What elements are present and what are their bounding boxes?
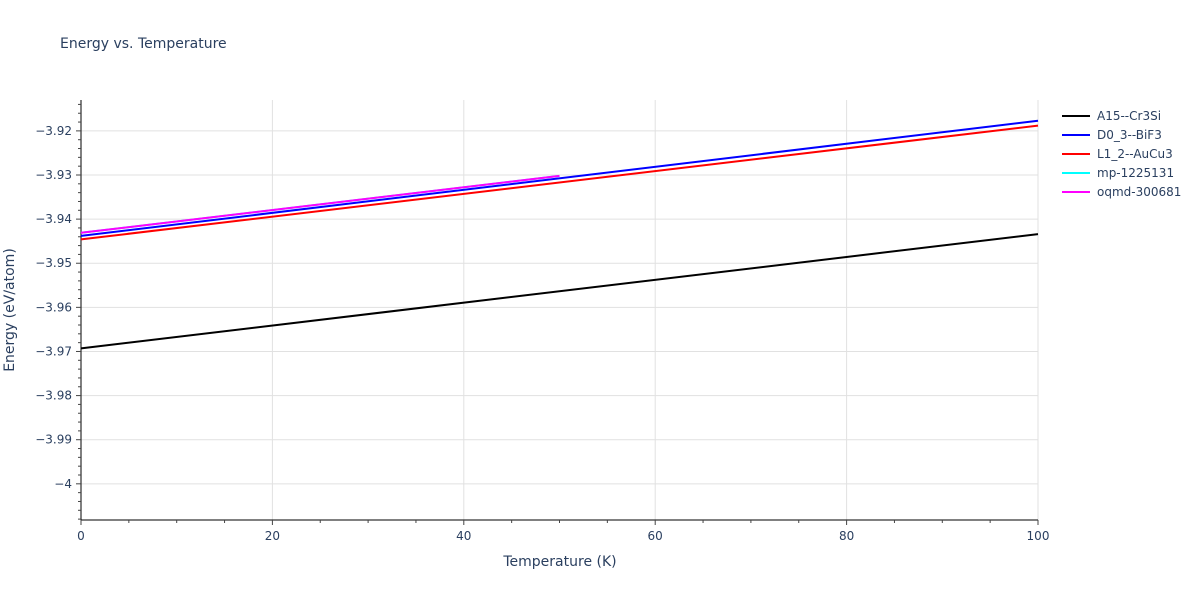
legend-item[interactable]: L1_2--AuCu3: [1062, 144, 1181, 163]
series-line-oqmd-300681[interactable]: [80, 174, 560, 234]
legend-swatch-icon: [1062, 152, 1090, 155]
legend-label: D0_3--BiF3: [1097, 127, 1162, 142]
y-tick-label: −3.97: [35, 344, 72, 358]
y-tick-label: −3.98: [35, 389, 72, 403]
series-line-a15-cr3si[interactable]: [80, 233, 1039, 350]
y-tick-label: −3.94: [35, 212, 72, 226]
x-tick-label: 0: [77, 529, 85, 543]
x-tick-label: 100: [1027, 529, 1050, 543]
y-tick-label: −3.96: [35, 300, 72, 314]
x-tick-label: 60: [648, 529, 663, 543]
legend-item[interactable]: A15--Cr3Si: [1062, 106, 1181, 125]
legend-swatch-icon: [1062, 114, 1090, 117]
legend-item[interactable]: oqmd-300681: [1062, 182, 1181, 201]
y-axis-label: Energy (eV/atom): [2, 248, 18, 372]
legend-label: mp-1225131: [1097, 165, 1175, 180]
legend-label: L1_2--AuCu3: [1097, 146, 1173, 161]
series-line-d0-3-bif3[interactable]: [80, 119, 1039, 237]
series-line-l1-2-aucu3[interactable]: [80, 124, 1039, 241]
x-tick-label: 40: [456, 529, 471, 543]
x-tick-label: 20: [265, 529, 280, 543]
y-tick-label: −3.99: [35, 433, 72, 447]
legend: A15--Cr3Si D0_3--BiF3 L1_2--AuCu3 mp-122513…: [1062, 106, 1181, 201]
legend-item[interactable]: mp-1225131: [1062, 163, 1181, 182]
legend-swatch-icon: [1062, 171, 1090, 174]
y-tick-label: −3.95: [35, 256, 72, 270]
legend-label: oqmd-300681: [1097, 184, 1182, 199]
y-tick-label: −4: [54, 477, 72, 491]
chart-title: Energy vs. Temperature: [60, 36, 227, 52]
x-axis-label: Temperature (K): [503, 554, 617, 570]
legend-swatch-icon: [1062, 190, 1090, 193]
x-tick-label: 80: [839, 529, 854, 543]
y-tick-label: −3.93: [35, 168, 72, 182]
legend-item[interactable]: D0_3--BiF3: [1062, 125, 1181, 144]
legend-swatch-icon: [1062, 133, 1090, 136]
y-tick-label: −3.92: [35, 124, 72, 138]
legend-label: A15--Cr3Si: [1097, 108, 1162, 123]
